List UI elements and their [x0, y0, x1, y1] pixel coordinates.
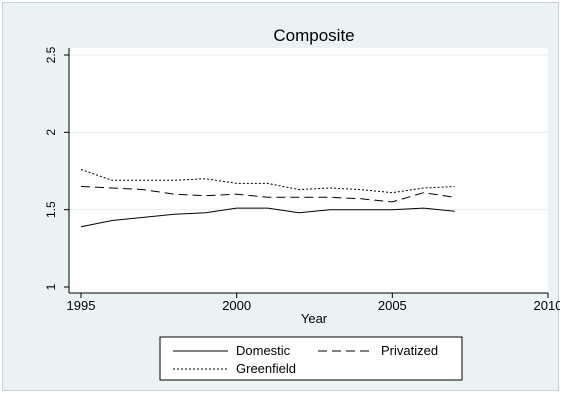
- x-tick-label: 1995: [67, 298, 96, 313]
- legend-label-greenfield: Greenfield: [236, 361, 296, 376]
- x-axis-ticks: 1995 2000 2005 2010: [67, 293, 560, 313]
- grid-lines: [69, 54, 548, 211]
- y-tick-label: 1: [44, 283, 58, 290]
- x-tick-label: 2005: [378, 298, 407, 313]
- y-tick-label: 2: [44, 129, 58, 136]
- y-axis-ticks: 1 1.5 2 2.5: [44, 46, 69, 290]
- x-tick-label: 2010: [534, 298, 560, 313]
- series-line-greenfield: [80, 169, 455, 194]
- y-tick-label: 2.5: [44, 46, 58, 63]
- legend: Domestic Privatized Greenfield: [159, 336, 463, 381]
- chart-title: Composite: [273, 26, 354, 45]
- legend-box: [159, 336, 463, 381]
- legend-label-privatized: Privatized: [381, 343, 438, 358]
- x-tick-label: 2000: [222, 298, 251, 313]
- series-line-privatized: [80, 186, 455, 203]
- y-tick-label: 1.5: [44, 201, 58, 218]
- chart-figure: 1 1.5 2 2.5 1995 2000 2005 2010 Composite Year…: [2, 2, 560, 391]
- x-axis-label: Year: [301, 311, 328, 326]
- legend-label-domestic: Domestic: [236, 343, 291, 358]
- plot-area: [69, 48, 548, 293]
- series-group: [80, 169, 455, 228]
- series-line-domestic: [80, 207, 455, 228]
- legend-items: Domestic Privatized Greenfield: [173, 343, 438, 376]
- chart-svg: 1 1.5 2 2.5 1995 2000 2005 2010 Composite Year…: [44, 26, 560, 381]
